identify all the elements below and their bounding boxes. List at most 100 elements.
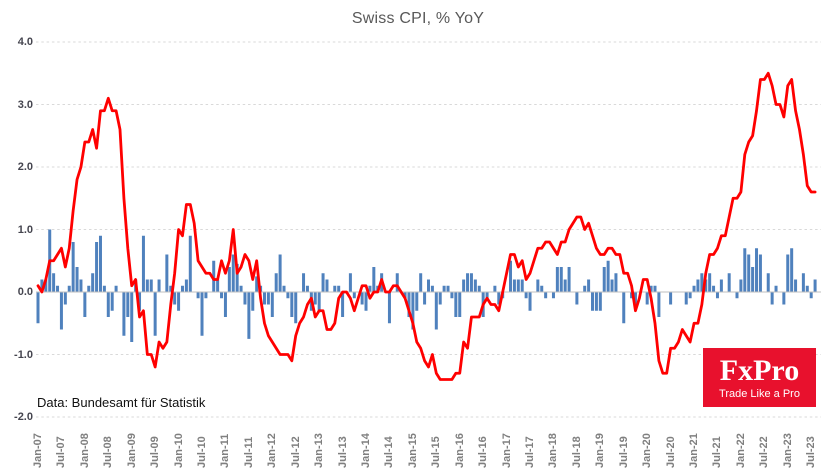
mom-bar: [606, 260, 610, 292]
mom-bar: [395, 273, 399, 292]
mom-bar: [805, 285, 809, 292]
fxpro-logo-tagline: Trade Like a Pro: [719, 388, 800, 400]
mom-bar: [473, 279, 477, 292]
mom-bar: [387, 292, 391, 324]
mom-bar: [575, 292, 579, 305]
mom-bar: [274, 273, 278, 292]
mom-bar: [688, 292, 692, 299]
mom-bar: [587, 279, 591, 292]
x-axis-label: Jan-20: [641, 433, 654, 468]
mom-bar: [770, 292, 774, 305]
x-axis-label: Jul-08: [102, 436, 115, 468]
mom-bar: [583, 285, 587, 292]
mom-bar: [684, 292, 688, 305]
x-axis-label: Jul-18: [570, 436, 583, 468]
mom-bar: [122, 292, 126, 336]
mom-bar: [321, 273, 325, 292]
x-axis-label: Jan-07: [32, 433, 44, 468]
mom-bar: [52, 273, 56, 292]
mom-bar: [212, 260, 216, 292]
mom-bar: [524, 292, 528, 299]
mom-bar: [317, 292, 321, 311]
mom-bar: [348, 273, 352, 292]
mom-bar: [696, 279, 700, 292]
mom-bar: [59, 292, 63, 330]
mom-bar: [83, 292, 87, 317]
mom-bar: [466, 273, 470, 292]
mom-bar: [180, 285, 184, 292]
mom-bar: [528, 292, 532, 311]
mom-bar: [79, 279, 83, 292]
x-axis-label: Jan-19: [594, 433, 607, 468]
mom-bar: [614, 273, 618, 292]
mom-bar: [352, 292, 356, 299]
mom-bar: [747, 254, 751, 292]
mom-bar: [446, 285, 450, 292]
mom-bar: [633, 292, 637, 305]
mom-bar: [87, 285, 91, 292]
mom-bar: [594, 292, 598, 311]
mom-bar: [411, 292, 415, 330]
x-axis-label: Jul-23: [805, 436, 818, 468]
gridlines: [36, 41, 821, 418]
x-axis-label: Jan-09: [125, 433, 138, 468]
mom-bar: [184, 279, 188, 292]
x-axis-label: Jan-12: [266, 433, 279, 468]
x-axis-label: Jan-10: [172, 433, 185, 468]
mom-bar: [286, 292, 290, 299]
mom-bar: [138, 292, 142, 311]
data-source-note: Data: Bundesamt für Statistik: [37, 395, 206, 410]
mom-bar: [407, 292, 411, 317]
mom-bar: [290, 292, 294, 317]
x-axis-label: Jan-08: [78, 433, 91, 468]
mom-bar: [813, 279, 817, 292]
mom-bar: [220, 292, 224, 299]
mom-bar: [200, 292, 204, 336]
mom-bar: [653, 285, 657, 292]
mom-bar: [551, 292, 555, 299]
mom-bar: [231, 254, 235, 292]
mom-bar: [512, 279, 516, 292]
mom-bar: [563, 279, 567, 292]
mom-bar: [782, 292, 786, 305]
mom-bar: [766, 273, 770, 292]
mom-bar: [223, 292, 227, 317]
x-axis-label: Jan-15: [406, 433, 419, 468]
x-axis-label: Jul-21: [711, 436, 724, 468]
mom-bar: [235, 263, 239, 293]
mom-bar: [794, 279, 798, 292]
mom-bar: [743, 248, 747, 292]
mom-bar: [493, 285, 497, 292]
mom-bar: [337, 285, 341, 292]
mom-bar: [438, 292, 442, 305]
mom-bar: [165, 254, 169, 292]
mom-bar: [278, 254, 282, 292]
mom-bar: [477, 285, 481, 292]
mom-bar: [266, 292, 270, 305]
mom-bar: [657, 292, 661, 317]
mom-bar: [712, 285, 716, 292]
x-axis-label: Jul-09: [149, 436, 162, 468]
mom-bar: [630, 292, 634, 299]
mom-bar: [368, 285, 372, 292]
mom-bar: [91, 273, 95, 292]
mom-bar: [177, 292, 181, 311]
mom-bar: [774, 285, 778, 292]
x-axis-label: Jul-22: [758, 436, 771, 468]
mom-bar: [786, 254, 790, 292]
mom-bar: [149, 279, 153, 292]
x-axis-label: Jan-11: [219, 433, 232, 468]
y-axis-label: -1.0: [14, 348, 33, 361]
mom-bar: [67, 285, 71, 292]
mom-bar: [305, 285, 309, 292]
y-axis-label: 0.0: [17, 286, 33, 298]
y-axis-label: 4.0: [17, 36, 33, 48]
x-axis-label: Jan-21: [688, 433, 701, 468]
mom-bar: [262, 292, 266, 305]
mom-bar: [98, 235, 102, 292]
mom-bar: [755, 248, 759, 292]
mom-bar: [403, 292, 407, 299]
mom-bar: [602, 267, 606, 292]
